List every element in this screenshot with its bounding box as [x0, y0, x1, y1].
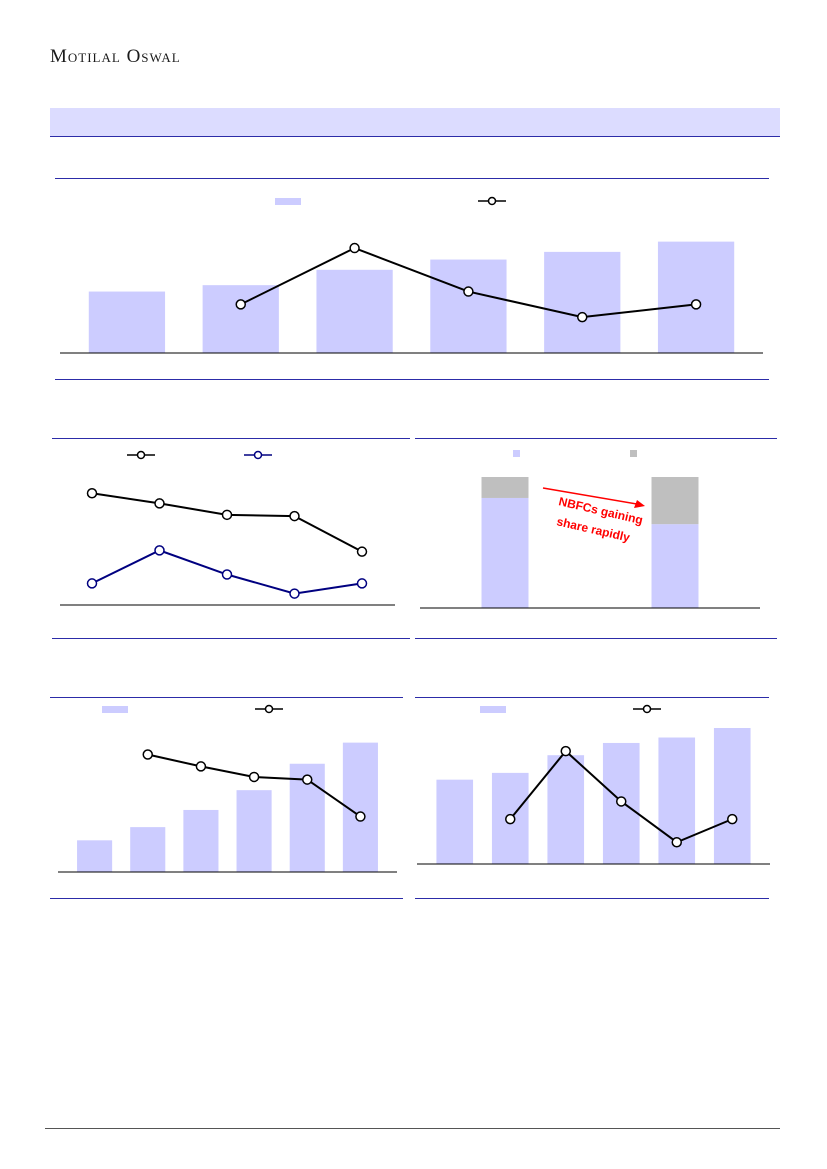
legend-swatch-bar: [480, 706, 506, 713]
line-point: [616, 796, 627, 807]
rule: [50, 697, 403, 698]
rule: [415, 438, 777, 439]
line-point: [221, 509, 233, 521]
bar: [88, 291, 166, 353]
line-point: [690, 299, 702, 310]
brand-logo: Motilal Oswal: [50, 46, 181, 67]
legend-swatch-bar: [630, 450, 637, 457]
stacked-bar-segment: [481, 477, 529, 498]
legend-swatch-bar: [102, 706, 128, 713]
line-point: [142, 749, 153, 760]
bar: [713, 728, 751, 864]
rule: [415, 898, 769, 899]
bar: [183, 809, 219, 872]
legend-marker: [264, 704, 274, 714]
bar: [202, 285, 279, 353]
line-point: [195, 761, 207, 772]
line-point: [463, 286, 474, 297]
line-point: [289, 510, 300, 522]
legend-marker: [136, 450, 146, 460]
line-point: [302, 774, 313, 785]
footer-rule: [45, 1128, 780, 1129]
line-point: [560, 745, 571, 757]
legend-swatch-bar: [513, 450, 520, 457]
rule: [52, 638, 410, 639]
rule: [52, 438, 410, 439]
stacked-bar-segment: [651, 524, 699, 608]
chart-2-line: [60, 450, 395, 606]
line-point: [671, 836, 682, 848]
line-point: [154, 545, 165, 556]
rule: [50, 898, 403, 899]
bar: [547, 755, 585, 864]
bar: [436, 779, 474, 864]
chart-4-bar-line-combo: [58, 704, 397, 873]
line-point: [355, 811, 366, 822]
chart-5-bar-line-combo: [417, 704, 770, 865]
legend-marker: [253, 450, 263, 460]
line-point: [235, 299, 246, 310]
line-point: [221, 569, 233, 580]
bar: [430, 259, 507, 353]
line-point: [86, 578, 98, 589]
bar: [316, 269, 393, 353]
bar: [236, 790, 272, 872]
bar: [544, 251, 621, 353]
stacked-bar-segment: [651, 477, 699, 525]
legend-marker: [487, 196, 497, 206]
line-point: [154, 498, 165, 509]
rule: [415, 697, 769, 698]
series-line: [91, 492, 363, 553]
chart-1-bar-line-combo: [60, 196, 763, 354]
section-header-band: [50, 108, 780, 137]
line-point: [349, 242, 360, 254]
line-point: [505, 813, 516, 825]
rule: [415, 638, 777, 639]
stacked-bar-segment: [481, 497, 529, 608]
line-point: [248, 771, 260, 783]
rule: [55, 178, 769, 179]
annotation-arrow: [542, 487, 638, 505]
legend-swatch-bar: [275, 198, 301, 205]
line-point: [356, 578, 368, 589]
line-point: [86, 487, 98, 499]
line-point: [577, 311, 588, 323]
rule: [55, 379, 769, 380]
bar: [77, 840, 113, 872]
legend-marker: [642, 704, 652, 714]
annotation-arrowhead: [634, 500, 645, 508]
line-point: [356, 546, 368, 557]
line-point: [727, 813, 738, 825]
line-point: [289, 588, 300, 599]
bar: [130, 827, 166, 872]
bar: [657, 241, 735, 353]
